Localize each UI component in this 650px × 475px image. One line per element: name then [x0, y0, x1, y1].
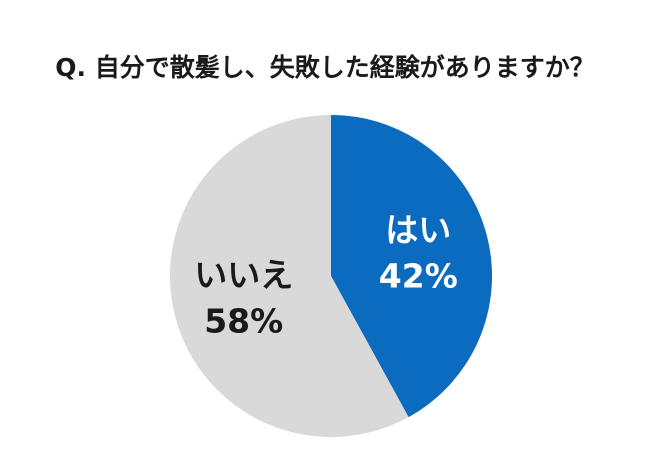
pie-slices	[170, 115, 493, 437]
slice-value-label-1: 42%	[379, 257, 458, 296]
slice-category-label-2: いいえ	[194, 255, 293, 294]
pie-slice-2	[170, 115, 409, 437]
chart-title: Q. 自分で散髪し、失敗した経験がありますか？	[55, 53, 594, 82]
pie-labels: はい 42% いいえ 58%	[194, 211, 458, 341]
slice-category-label-1: はい	[385, 211, 451, 250]
slice-value-label-2: 58%	[204, 301, 283, 340]
pie-slice-1	[331, 115, 493, 418]
